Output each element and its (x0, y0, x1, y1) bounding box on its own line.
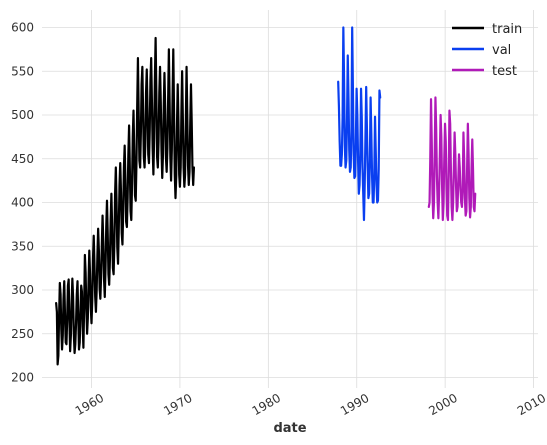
y-tick-label: 400 (11, 196, 34, 210)
y-tick-label: 350 (11, 239, 34, 253)
y-tick-label: 300 (11, 283, 34, 297)
x-tick-label: 2010 (515, 391, 547, 418)
legend-label-train: train (492, 22, 522, 37)
y-tick-label: 600 (11, 21, 34, 35)
series-line-test (427, 96, 477, 222)
series-line-val (337, 26, 382, 222)
x-axis-label: date (273, 421, 306, 436)
legend: train val test (452, 22, 522, 79)
legend-label-val: val (492, 43, 511, 58)
x-tick-label: 2000 (426, 391, 459, 418)
y-tick-label: 250 (11, 327, 34, 341)
series-line-train (55, 36, 196, 366)
series-layer (55, 26, 477, 366)
y-tick-label: 450 (11, 152, 34, 166)
x-axis-tick-labels: 1960 1970 1980 1990 2000 2010 (73, 391, 547, 418)
legend-label-test: test (492, 64, 517, 79)
x-tick-label: 1960 (73, 391, 106, 418)
vertical-gridlines (91, 10, 534, 388)
y-tick-label: 200 (11, 371, 34, 385)
x-tick-label: 1990 (338, 391, 371, 418)
x-tick-label: 1970 (161, 391, 194, 418)
x-tick-label: 1980 (250, 391, 283, 418)
y-tick-label: 500 (11, 108, 34, 122)
y-tick-label: 550 (11, 64, 34, 78)
y-axis-tick-labels: 200 250 300 350 400 450 500 550 600 (11, 21, 34, 385)
